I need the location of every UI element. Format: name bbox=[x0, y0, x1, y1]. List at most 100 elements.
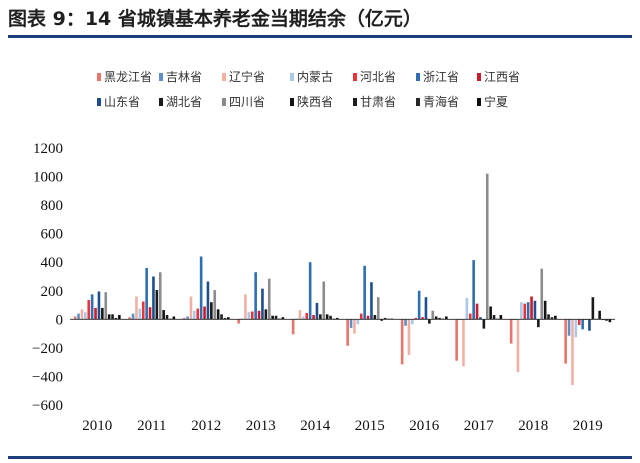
bar bbox=[97, 291, 101, 320]
bar bbox=[489, 306, 492, 320]
bar bbox=[417, 290, 421, 320]
bar bbox=[414, 317, 418, 320]
bar bbox=[193, 310, 196, 320]
bar bbox=[257, 310, 261, 320]
bar bbox=[90, 294, 94, 320]
bar bbox=[80, 309, 84, 320]
legend-item: 甘肃省 bbox=[353, 95, 396, 109]
legend-swatch bbox=[353, 98, 357, 106]
bars bbox=[73, 173, 612, 386]
bar bbox=[523, 303, 527, 320]
bar bbox=[145, 267, 148, 320]
bar bbox=[261, 288, 264, 320]
x-tick-label: 2011 bbox=[137, 418, 166, 434]
legend-swatch bbox=[222, 98, 226, 106]
bar bbox=[264, 309, 268, 320]
bar bbox=[370, 282, 373, 320]
legend-label: 四川省 bbox=[229, 95, 265, 109]
bar bbox=[291, 319, 295, 335]
bar bbox=[107, 314, 111, 320]
legend-swatch bbox=[477, 98, 481, 106]
legend-swatch bbox=[222, 73, 226, 81]
bar bbox=[104, 292, 108, 320]
bar bbox=[349, 319, 353, 328]
bar bbox=[376, 297, 380, 320]
bar bbox=[608, 319, 612, 323]
bar bbox=[564, 319, 567, 364]
bar bbox=[101, 307, 104, 320]
bar bbox=[421, 317, 424, 320]
bar bbox=[210, 302, 213, 320]
bar bbox=[581, 319, 584, 330]
bar bbox=[380, 319, 383, 321]
legend-swatch bbox=[416, 73, 420, 81]
bar bbox=[547, 314, 550, 320]
bar bbox=[271, 315, 274, 320]
bar bbox=[267, 278, 271, 320]
legend-label: 青海省 bbox=[423, 94, 459, 109]
legend-label: 黑龙江省 bbox=[104, 70, 152, 84]
legend-swatch bbox=[416, 98, 420, 106]
legend-label: 河北省 bbox=[360, 70, 396, 84]
bar bbox=[509, 319, 513, 344]
y-tick-label: 800 bbox=[41, 198, 64, 214]
bar bbox=[237, 319, 240, 324]
bar bbox=[148, 307, 152, 320]
bar bbox=[111, 314, 114, 320]
x-tick-label: 2014 bbox=[300, 418, 331, 434]
legend-item: 浙江省 bbox=[416, 70, 459, 84]
bar bbox=[216, 309, 220, 320]
bar bbox=[383, 317, 387, 320]
legend-swatch bbox=[477, 73, 481, 81]
legend-item: 山东省 bbox=[97, 95, 140, 109]
bar bbox=[400, 319, 404, 365]
legend-item: 河北省 bbox=[353, 70, 396, 84]
y-tick-label: 600 bbox=[41, 227, 64, 243]
legend-label: 湖北省 bbox=[166, 94, 202, 109]
legend-label: 辽宁省 bbox=[229, 69, 265, 84]
bar bbox=[424, 297, 428, 320]
bar bbox=[128, 317, 131, 320]
bar bbox=[189, 296, 193, 320]
bar bbox=[138, 308, 142, 320]
bar bbox=[554, 315, 557, 320]
legend-item: 宁夏 bbox=[477, 94, 508, 109]
bar bbox=[206, 281, 210, 320]
bar bbox=[465, 297, 469, 320]
bar bbox=[411, 319, 414, 325]
x-tick-label: 2013 bbox=[246, 418, 276, 434]
bar bbox=[468, 313, 472, 320]
legend-item: 吉林省 bbox=[159, 70, 202, 84]
legend-label: 浙江省 bbox=[423, 70, 459, 84]
y-tick-label: 200 bbox=[41, 284, 64, 300]
x-tick-label: 2018 bbox=[518, 418, 548, 434]
bar bbox=[363, 265, 366, 320]
legend-label: 陕西省 bbox=[297, 94, 333, 109]
x-axis: 2010 2011 2012 2013 2014 2015 2016 2017 2018 2019 bbox=[70, 318, 615, 434]
bar bbox=[223, 317, 227, 320]
bar bbox=[475, 303, 479, 320]
bar bbox=[530, 296, 533, 320]
y-tick-label: −600 bbox=[32, 398, 63, 414]
y-tick-label: 1200 bbox=[33, 141, 63, 157]
legend-item: 陕西省 bbox=[290, 94, 333, 109]
bar bbox=[305, 312, 309, 320]
bar bbox=[244, 294, 247, 320]
bar bbox=[319, 314, 322, 320]
legend-item: 辽宁省 bbox=[222, 69, 265, 84]
legend-label: 内蒙古 bbox=[297, 69, 333, 84]
figure-title: 图表 9：14 省城镇基本养老金当期结余（亿元） bbox=[8, 8, 422, 30]
title-rule bbox=[8, 35, 632, 38]
bar bbox=[203, 306, 206, 320]
legend-swatch bbox=[97, 73, 101, 81]
legend-swatch bbox=[97, 98, 101, 106]
legend-swatch bbox=[290, 73, 294, 81]
x-tick-label: 2017 bbox=[464, 418, 495, 434]
bar bbox=[322, 281, 326, 320]
bar bbox=[543, 300, 547, 320]
legend-swatch bbox=[353, 73, 357, 81]
bar bbox=[366, 315, 370, 320]
bar bbox=[485, 173, 489, 320]
